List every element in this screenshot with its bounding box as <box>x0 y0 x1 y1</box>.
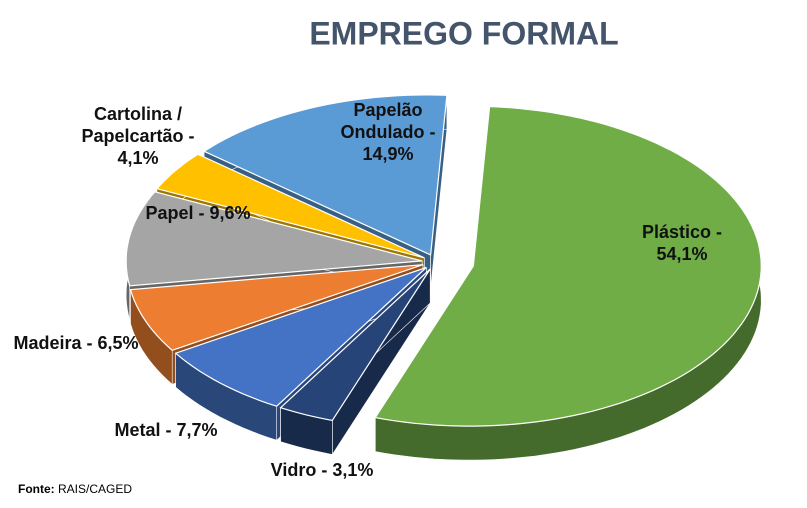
source-label: Fonte: <box>18 482 55 496</box>
slice <box>174 266 427 407</box>
data-label: Plástico - 54,1% <box>641 222 723 264</box>
data-label: Papel - 9,6% <box>145 203 251 223</box>
source-text: RAIS/CAGED <box>58 482 133 496</box>
slice <box>129 264 424 351</box>
slice <box>155 153 425 259</box>
data-label: Papelão Ondulado - 14,9% <box>340 100 436 164</box>
data-label: Cartolina / Papelcartão - 4,1% <box>81 104 195 168</box>
data-label: Madeira - 6,5% <box>13 333 139 353</box>
data-label: Vidro - 3,1% <box>270 460 374 480</box>
slice <box>202 94 448 256</box>
slice <box>125 191 423 287</box>
source: Fonte: RAIS/CAGED <box>18 482 132 496</box>
slice <box>374 105 762 427</box>
slice <box>279 268 431 422</box>
chart-title: EMPREGO FORMAL <box>309 15 619 52</box>
data-label: Metal - 7,7% <box>114 420 218 440</box>
